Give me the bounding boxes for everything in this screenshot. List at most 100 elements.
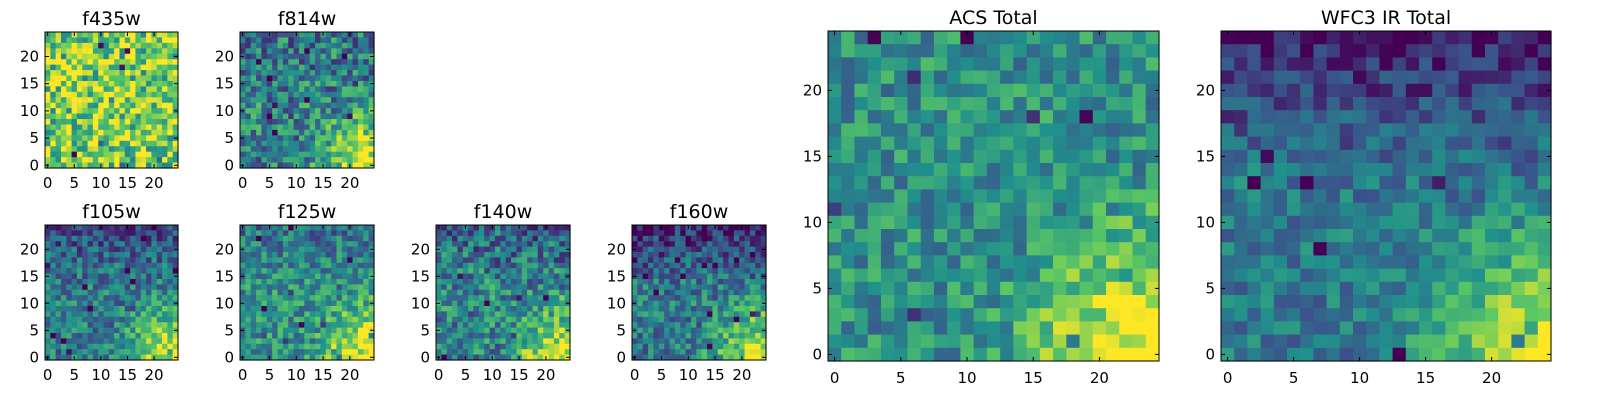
heatmap-cell [341,333,348,339]
heatmap-cell [368,322,375,329]
heatmap-cell [50,230,57,237]
heatmap-cell [457,279,464,285]
heatmap-cell [1471,176,1486,190]
heatmap-cell [114,279,121,285]
heatmap-cell [245,140,252,147]
heatmap-cell [119,262,126,269]
heatmap-cell [347,91,354,98]
heatmap-cell [880,215,895,230]
heatmap-cell [478,338,485,345]
heatmap-cell [288,327,295,334]
heatmap-cell [1445,44,1460,58]
heatmap-cell [511,289,517,296]
heatmap-cell [1379,110,1394,124]
heatmap-cell [140,75,147,82]
heatmap-cell [336,108,343,115]
heatmap-cell [457,273,464,280]
heatmap-cell [60,97,67,104]
heatmap-cell [854,215,869,230]
heatmap-cell [1013,136,1028,151]
heatmap-cell [87,327,94,334]
heatmap-cell [103,124,110,131]
heatmap-cell [240,129,246,136]
heatmap-cell [282,349,289,356]
heatmap-cell [71,102,78,109]
heatmap-cell [1053,149,1067,164]
x-tick-label: 20 [1090,369,1109,387]
heatmap-cell [521,279,528,285]
heatmap-cell [1339,136,1354,151]
heatmap-cell [478,311,485,318]
heatmap-cell [151,75,158,82]
heatmap-cell [1537,136,1552,151]
heatmap-cell [103,306,110,312]
heatmap-cell [336,257,343,264]
heatmap-cell [749,235,756,242]
heatmap-cell [436,311,442,318]
heatmap-cell [167,37,174,44]
heatmap-cell [947,242,961,256]
heatmap-cell [1145,202,1160,217]
heatmap-cell [723,268,730,275]
heatmap-cell [632,289,638,296]
heatmap-cell [304,316,311,323]
heatmap-cell [50,300,57,307]
heatmap-cell [288,151,295,158]
heatmap-cell [532,300,539,307]
heatmap-cell [304,129,311,136]
heatmap-cell [82,257,89,264]
heatmap-cell [304,86,311,93]
heatmap-cell [1260,229,1275,243]
heatmap-cell [304,327,311,334]
heatmap-cell [315,157,321,164]
heatmap-cell [1260,163,1275,177]
heatmap-cell [441,300,448,307]
heatmap-cell [98,268,105,275]
heatmap-cell [712,327,719,334]
heatmap-cell [256,338,263,345]
heatmap-cell [240,86,246,93]
heatmap-cell [680,306,687,312]
heatmap-cell [986,44,1001,58]
heatmap-cell [347,151,354,158]
heatmap-cell [680,279,687,285]
heatmap-cell [256,48,263,55]
heatmap-cell [298,102,305,109]
heatmap-cell [272,273,279,280]
heatmap-cell [674,230,681,237]
heatmap-cell [446,230,453,237]
heatmap-cell [277,53,284,60]
heatmap-cell [446,300,453,307]
heatmap-cell [452,246,459,253]
heatmap-cell [352,113,359,120]
heatmap-cell [167,97,174,104]
heatmap-cell [130,316,137,323]
heatmap-cell [60,102,67,109]
heatmap-cell [489,338,496,345]
heatmap-cell [256,129,263,136]
heatmap-cell [368,151,375,158]
heatmap-cell [282,37,289,44]
heatmap-cell [92,102,99,109]
heatmap-cell [130,37,137,44]
heatmap-cell [960,202,975,217]
heatmap-cell [140,64,147,71]
heatmap-cell [304,108,311,115]
heatmap-cell [527,225,534,231]
heatmap-cell [867,347,882,362]
heatmap-cell [653,246,660,253]
heatmap-cell [320,129,327,136]
heatmap-cell [452,268,459,275]
heatmap-cell [664,235,671,242]
heatmap-cell [156,322,163,329]
heatmap-cell [1445,136,1460,151]
heatmap-cell [245,300,252,307]
heatmap-cell [76,338,83,345]
heatmap-cell [304,262,311,269]
heatmap-cell [1234,70,1248,85]
heatmap-cell [304,70,311,77]
heatmap-cell [66,146,73,153]
heatmap-cell [446,279,453,285]
heatmap-cell [146,135,152,142]
heatmap-cell [146,225,152,231]
